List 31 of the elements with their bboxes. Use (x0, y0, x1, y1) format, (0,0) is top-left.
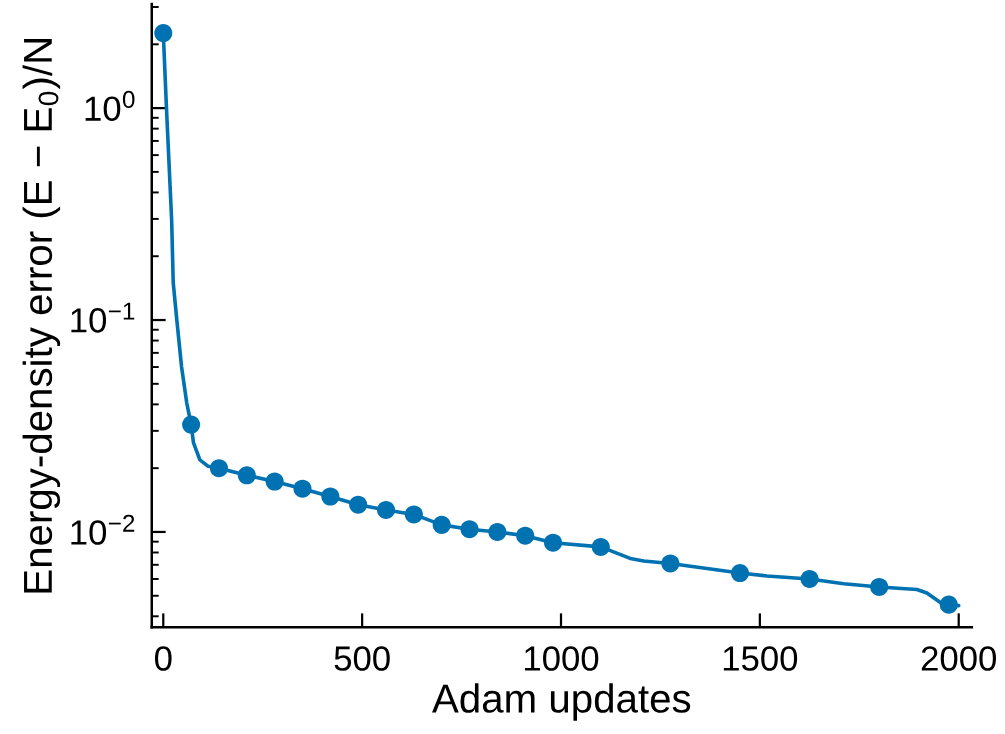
y-tick-label: 10$^{−1}$ (71, 302, 135, 333)
x-tick-label: 500 (334, 646, 390, 671)
point (870, 577, 889, 597)
point (591, 537, 610, 556)
y-axis-title: Energy-density error (E − E$_{0}$)/N (22, 39, 61, 593)
x-axis-title: Adam updates (432, 683, 691, 721)
point (404, 505, 423, 524)
point (460, 520, 479, 539)
point (730, 564, 749, 583)
point (265, 472, 284, 491)
point (237, 466, 256, 485)
point (349, 495, 368, 514)
y-tick-label: 10$^{0}$ (85, 90, 135, 121)
point (182, 415, 201, 434)
point (516, 526, 535, 545)
point (544, 533, 563, 552)
x-tick-label: 1500 (723, 646, 798, 671)
point (939, 595, 958, 614)
x-tick-label: 1000 (525, 646, 599, 671)
point (432, 515, 451, 534)
point (376, 500, 396, 519)
point (800, 569, 819, 588)
point (209, 459, 228, 478)
point (293, 479, 312, 498)
y-tick-label: 10$^{−2}$ (71, 514, 135, 545)
point (488, 522, 507, 541)
x-tick-label: 0 (154, 646, 172, 671)
point (661, 554, 680, 573)
x-tick-label: 2000 (921, 646, 996, 671)
point (321, 487, 340, 506)
point (154, 24, 173, 43)
